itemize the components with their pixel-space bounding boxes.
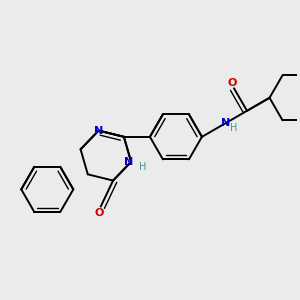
Text: O: O [227, 79, 237, 88]
Text: H: H [139, 162, 146, 172]
Text: N: N [220, 118, 230, 128]
Text: N: N [124, 157, 134, 167]
Text: N: N [94, 126, 103, 136]
Text: O: O [95, 208, 104, 218]
Text: H: H [230, 123, 238, 133]
